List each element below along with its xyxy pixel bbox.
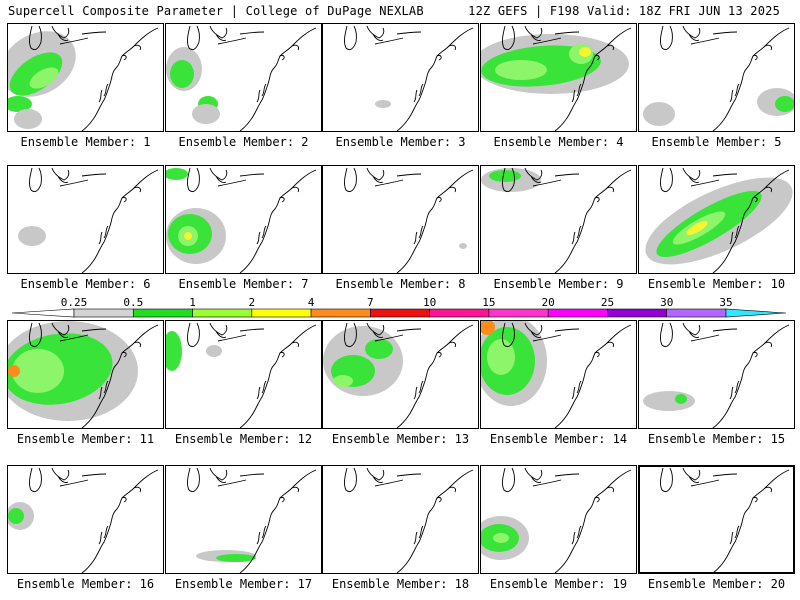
member-map-5 [643,25,794,131]
member-map-20 [660,467,790,572]
legend-tick-label: 20 [541,296,555,309]
member-caption-5: Ensemble Member: 5 [651,135,782,149]
legend-swatch-5 [370,308,430,318]
member-map-9 [481,167,632,273]
member-caption-16: Ensemble Member: 16 [16,577,155,591]
legend-bar [11,308,787,318]
member-map-2 [166,25,317,131]
member-caption-1: Ensemble Member: 1 [20,135,151,149]
legend-swatch-2 [192,308,253,318]
member-map-panel-2[interactable] [165,23,322,132]
legend-tick-label: 10 [423,296,437,309]
member-map-panel-9[interactable] [480,165,637,274]
legend-tick-label: 4 [307,296,315,309]
member-map-1 [8,25,159,131]
map-title: Supercell Composite Parameter | College … [8,4,424,18]
legend-swatch-4 [310,308,371,318]
legend-tick-label: 2 [248,296,256,309]
member-map-7 [166,167,317,273]
member-caption-7: Ensemble Member: 7 [178,277,309,291]
member-map-panel-7[interactable] [165,165,322,274]
member-caption-20: Ensemble Member: 20 [647,577,786,591]
legend-tick-label: 0.5 [123,296,144,309]
member-caption-14: Ensemble Member: 14 [489,432,628,446]
member-caption-13: Ensemble Member: 13 [331,432,470,446]
member-map-panel-19[interactable] [480,465,637,574]
member-map-panel-14[interactable] [480,320,637,429]
legend-swatch-1 [132,308,193,318]
member-map-12 [166,322,317,428]
member-caption-10: Ensemble Member: 10 [647,277,786,291]
legend-arrow-left [11,308,75,318]
legend-swatch-6 [429,308,490,318]
legend-swatch-0 [73,308,134,318]
legend-tick-label: 15 [482,296,496,309]
legend-swatch-10 [666,308,727,318]
member-map-panel-13[interactable] [322,320,479,429]
member-map-panel-16[interactable] [7,465,164,574]
legend-tick-label: 0.25 [60,296,88,309]
member-map-panel-6[interactable] [7,165,164,274]
member-caption-3: Ensemble Member: 3 [335,135,466,149]
member-map-16 [8,467,159,573]
member-caption-2: Ensemble Member: 2 [178,135,309,149]
legend-swatch-3 [251,308,312,318]
member-caption-6: Ensemble Member: 6 [20,277,151,291]
color-scale-legend [0,296,800,324]
member-caption-15: Ensemble Member: 15 [647,432,786,446]
member-map-15 [643,322,790,428]
member-caption-12: Ensemble Member: 12 [174,432,313,446]
member-map-18 [344,467,474,573]
member-map-panel-18[interactable] [322,465,479,574]
member-map-panel-15[interactable] [638,320,795,429]
legend-tick-label: 25 [600,296,615,309]
legend-tick-label: 7 [367,296,374,309]
member-caption-11: Ensemble Member: 11 [16,432,155,446]
legend-tick-label: 35 [719,296,733,309]
member-map-panel-4[interactable] [480,23,637,132]
legend-swatch-7 [488,308,549,318]
member-caption-8: Ensemble Member: 8 [335,277,466,291]
member-map-panel-8[interactable] [322,165,479,274]
member-map-17 [187,467,317,573]
member-caption-18: Ensemble Member: 18 [331,577,470,591]
member-map-panel-3[interactable] [322,23,479,132]
legend-arrow-right [725,308,787,318]
legend-swatch-8 [547,308,608,318]
member-map-3 [344,25,474,131]
legend-swatch-9 [607,308,668,318]
member-map-13 [323,322,474,428]
member-map-panel-5[interactable] [638,23,795,132]
member-map-panel-17[interactable] [165,465,322,574]
member-caption-4: Ensemble Member: 4 [493,135,624,149]
member-caption-9: Ensemble Member: 9 [493,277,624,291]
member-caption-19: Ensemble Member: 19 [489,577,628,591]
legend-tick-label: 30 [660,296,674,309]
legend-tick-label: 1 [189,296,196,309]
member-map-10 [645,167,793,273]
member-map-6 [18,167,159,273]
member-map-panel-20[interactable] [638,465,795,574]
valid-time: 12Z GEFS | F198 Valid: 18Z FRI JUN 13 20… [468,4,780,18]
member-caption-17: Ensemble Member: 17 [174,577,313,591]
member-map-19 [481,467,632,573]
member-map-8 [344,167,474,273]
member-map-4 [481,25,632,131]
member-map-14 [481,321,632,428]
member-map-panel-12[interactable] [165,320,322,429]
member-map-11 [8,321,159,428]
member-map-panel-10[interactable] [638,165,795,274]
member-map-panel-11[interactable] [7,320,164,429]
member-map-panel-1[interactable] [7,23,164,132]
